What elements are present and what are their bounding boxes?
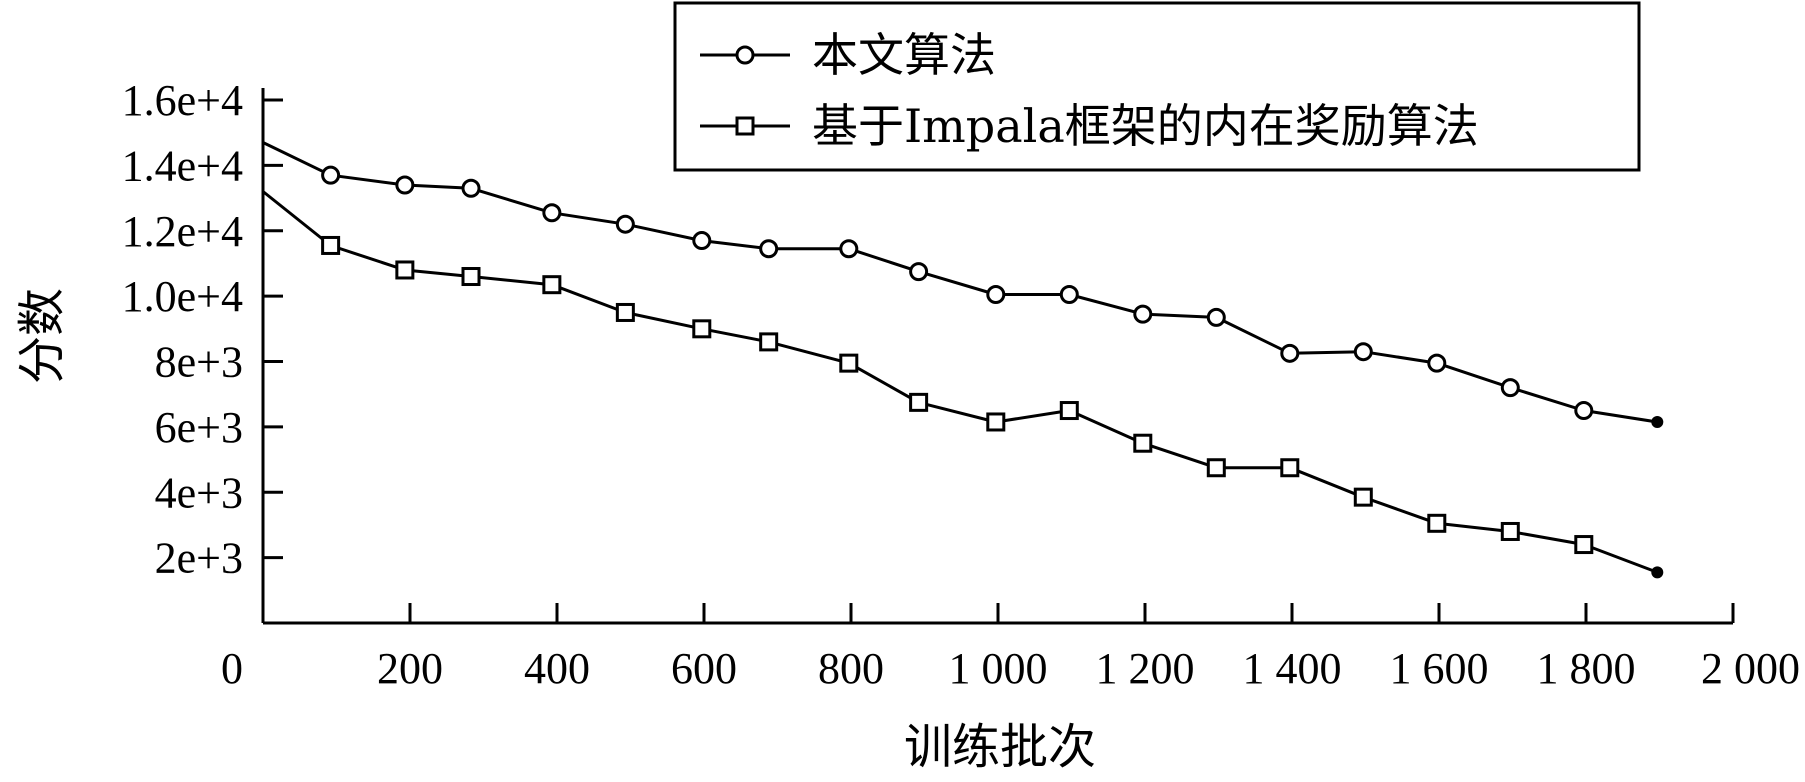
data-point-9: [909, 392, 929, 412]
x-tick-label: 1 400: [1243, 644, 1342, 693]
data-point-11: [1059, 284, 1079, 304]
x-tick-label: 600: [671, 644, 737, 693]
legend-box: [673, 1, 1641, 172]
x-tick-label: 400: [524, 644, 590, 693]
data-point-12: [1133, 304, 1153, 324]
legend-item-1: 本文算法: [700, 28, 996, 82]
data-point-6: [692, 319, 712, 339]
data-point-18: [1574, 535, 1594, 555]
y-tick-label: 4e+3: [155, 468, 243, 517]
data-point-11: [1059, 401, 1079, 421]
x-tick-label: 1 800: [1537, 644, 1636, 693]
x-tick-label: 1 200: [1096, 644, 1195, 693]
data-point-14: [1280, 458, 1300, 478]
data-point-17: [1500, 378, 1520, 398]
data-point-3: [461, 267, 481, 287]
data-point-13: [1206, 458, 1226, 478]
data-point-5: [615, 214, 635, 234]
data-point-9: [909, 262, 929, 282]
axes: 2e+3 4e+3 6e+3 8e+3 1.0e+4 1.2e+4 1.4e+4 1.6e+4…: [122, 76, 1800, 693]
data-point-17: [1500, 521, 1520, 541]
y-tick-label: 2e+3: [155, 534, 243, 583]
x-tick-label: 200: [377, 644, 443, 693]
y-axis-title: 分数: [14, 288, 70, 384]
data-point-15: [1353, 487, 1373, 507]
data-point-7: [759, 332, 779, 352]
data-point-16: [1427, 513, 1447, 533]
data-point-4: [542, 203, 562, 223]
legend-label: 基于Impala框架的内在奖励算法: [812, 99, 1479, 153]
data-point-14: [1280, 343, 1300, 363]
data-point-2: [395, 260, 415, 280]
data-point-12: [1133, 433, 1153, 453]
data-point-6: [692, 231, 712, 251]
data-point-end: [1651, 566, 1664, 579]
data-point-4: [542, 275, 562, 295]
x-axis-title: 训练批次: [904, 719, 1096, 775]
data-point-1: [321, 165, 341, 185]
series-1: [262, 141, 1664, 428]
data-point-16: [1427, 353, 1447, 373]
x-tick-label: 1 000: [949, 644, 1048, 693]
data-point-legend: [735, 116, 755, 136]
y-tick-label: 1.4e+4: [122, 141, 243, 190]
data-point-2: [395, 175, 415, 195]
x-tick-label: 800: [818, 644, 884, 693]
data-point-15: [1353, 342, 1373, 362]
x-tick-label: 1 600: [1390, 644, 1489, 693]
y-tick-label: 1.2e+4: [122, 207, 243, 256]
data-point-13: [1206, 307, 1226, 327]
legend-label: 本文算法: [812, 28, 996, 82]
x-axis-ticks: 0 200 400 600 800 1 000 1 200 1 400 1 600 1 800 2 …: [221, 603, 1800, 693]
data-point-10: [986, 412, 1006, 432]
x-tick-label: 2 000: [1701, 644, 1800, 693]
x-tick-label: 0: [221, 644, 243, 693]
y-axis-ticks: 2e+3 4e+3 6e+3 8e+3 1.0e+4 1.2e+4 1.4e+4 1.6e+4: [122, 76, 283, 583]
series-line: [262, 141, 1658, 424]
data-point-5: [615, 302, 635, 322]
y-tick-label: 1.0e+4: [122, 272, 243, 321]
series-2: [262, 190, 1664, 579]
data-point-8: [839, 239, 859, 259]
data-point-legend: [735, 45, 755, 65]
data-point-7: [759, 239, 779, 259]
y-tick-label: 1.6e+4: [122, 76, 243, 125]
data-point-3: [461, 178, 481, 198]
data-point-end: [1651, 415, 1664, 428]
plot-area: [262, 141, 1664, 579]
series-line: [262, 190, 1658, 574]
data-point-10: [986, 284, 1006, 304]
data-point-18: [1574, 401, 1594, 421]
y-tick-label: 6e+3: [155, 403, 243, 452]
data-point-1: [321, 235, 341, 255]
data-point-8: [839, 353, 859, 373]
y-tick-label: 8e+3: [155, 338, 243, 387]
legend-item-2: 基于Impala框架的内在奖励算法: [700, 99, 1479, 153]
